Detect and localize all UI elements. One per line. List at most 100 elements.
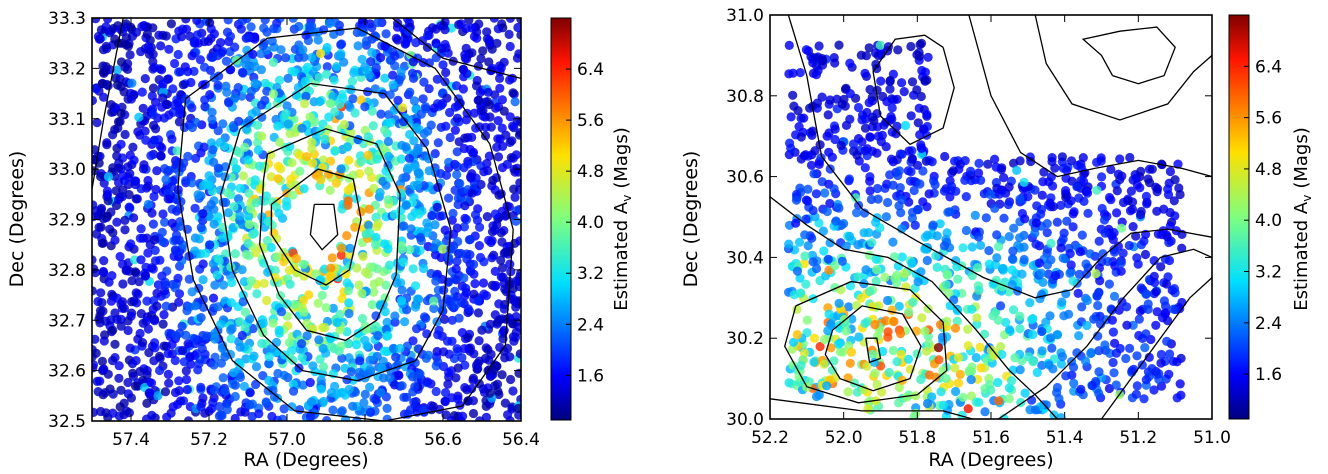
data-point <box>860 68 870 78</box>
data-point <box>784 239 794 249</box>
data-point <box>885 84 895 94</box>
data-point <box>294 21 304 32</box>
colorbar-tick-label: 4.8 <box>1255 160 1282 180</box>
data-point <box>1020 214 1030 224</box>
data-point <box>451 373 461 383</box>
data-point <box>1128 222 1138 232</box>
contour-line <box>824 305 922 392</box>
data-point <box>468 147 479 157</box>
data-point <box>322 42 332 53</box>
data-point <box>950 323 961 333</box>
data-point <box>117 26 128 37</box>
data-point <box>794 237 805 247</box>
data-point <box>401 200 411 210</box>
data-point <box>147 263 157 273</box>
data-point <box>792 266 803 276</box>
data-point <box>235 317 245 327</box>
data-point <box>325 271 335 281</box>
data-point <box>993 377 1003 388</box>
data-point <box>456 248 466 259</box>
data-point <box>182 385 192 395</box>
data-point <box>852 208 862 218</box>
data-point <box>1003 200 1014 210</box>
data-point <box>1015 365 1025 375</box>
data-point <box>356 95 366 105</box>
data-point <box>307 137 317 147</box>
data-point <box>845 358 855 368</box>
data-point <box>356 157 366 167</box>
data-point <box>173 98 183 108</box>
data-point <box>906 111 916 121</box>
data-point <box>1124 240 1134 251</box>
data-point <box>92 345 97 355</box>
data-point <box>800 251 810 261</box>
data-point <box>467 23 477 33</box>
data-point <box>142 366 152 376</box>
data-point <box>474 95 484 105</box>
data-point <box>270 265 280 276</box>
data-point <box>1141 289 1151 299</box>
data-point <box>336 250 346 260</box>
data-point <box>952 316 962 326</box>
data-point <box>505 352 515 362</box>
data-point <box>238 297 248 307</box>
data-point <box>148 83 159 93</box>
data-point <box>1145 178 1155 188</box>
data-point <box>377 363 387 373</box>
data-point <box>97 356 107 366</box>
data-point <box>459 143 469 154</box>
scatter-points <box>92 18 521 421</box>
data-point <box>181 176 191 186</box>
data-point <box>388 80 398 90</box>
data-point <box>452 170 462 180</box>
data-point <box>336 243 347 253</box>
data-point <box>1163 316 1173 326</box>
data-point <box>306 411 316 421</box>
data-point <box>451 264 461 274</box>
data-point <box>204 171 214 181</box>
data-point <box>443 336 453 346</box>
data-point <box>209 29 219 39</box>
data-point <box>389 343 399 353</box>
data-point <box>979 329 990 339</box>
colorbar-tick-label: 3.2 <box>1255 263 1282 283</box>
data-point <box>255 161 265 171</box>
data-point <box>923 52 933 62</box>
data-point <box>116 139 126 149</box>
data-point <box>398 173 408 183</box>
data-point <box>214 402 225 412</box>
data-point <box>179 357 189 367</box>
data-point <box>812 61 822 71</box>
data-point <box>1132 351 1142 361</box>
data-point <box>100 388 110 398</box>
data-point <box>351 340 362 350</box>
data-point <box>306 397 317 407</box>
contour-line <box>872 34 955 146</box>
data-point <box>441 121 451 131</box>
data-point <box>155 141 165 151</box>
data-point <box>144 388 154 398</box>
data-point <box>388 70 398 80</box>
data-point <box>871 276 881 286</box>
data-point <box>266 150 276 160</box>
colorbar-ticks: 1.62.43.24.04.85.66.4 <box>566 60 604 386</box>
data-point <box>287 66 297 76</box>
data-point <box>1108 235 1118 245</box>
data-point <box>1174 183 1184 193</box>
data-point <box>267 411 277 421</box>
data-point <box>348 94 358 104</box>
data-point <box>357 288 367 298</box>
data-point <box>1057 297 1067 307</box>
data-point <box>912 50 922 60</box>
data-point <box>196 313 206 323</box>
data-point <box>908 297 918 307</box>
data-point <box>461 287 471 298</box>
data-point <box>196 222 206 233</box>
colorbar-tick-label: 5.6 <box>1255 109 1282 129</box>
data-point <box>1004 182 1014 192</box>
data-point <box>258 41 268 51</box>
data-point <box>395 343 405 353</box>
data-point <box>844 302 854 312</box>
data-point <box>427 210 437 221</box>
